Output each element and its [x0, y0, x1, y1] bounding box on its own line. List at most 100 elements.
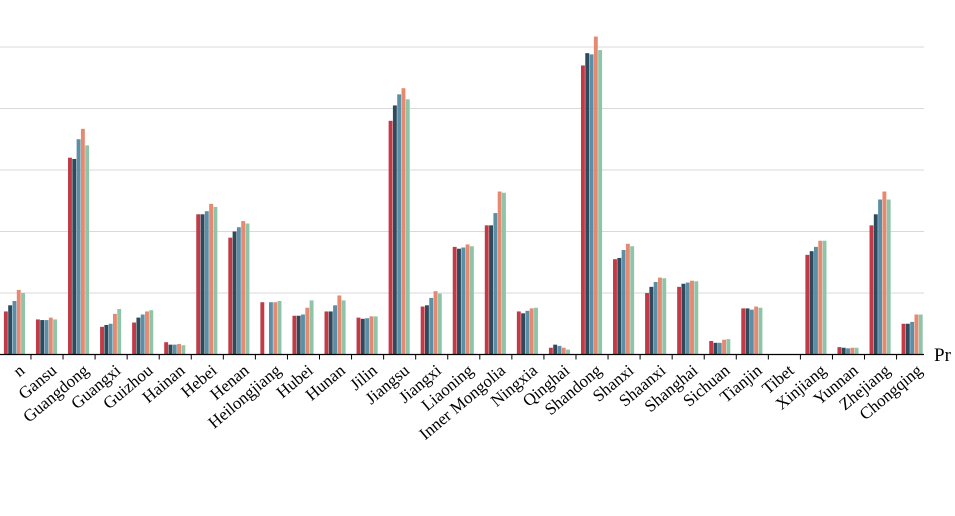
- bar: [204, 211, 209, 355]
- bar: [649, 286, 654, 355]
- bar: [589, 54, 594, 355]
- bar: [625, 243, 630, 355]
- bar: [236, 227, 241, 355]
- bar: [918, 314, 923, 355]
- bar: [521, 313, 526, 355]
- bar: [645, 293, 649, 355]
- bar: [685, 282, 690, 355]
- bar: [593, 36, 598, 355]
- bar: [580, 65, 585, 355]
- bar: [3, 311, 8, 355]
- bar: [420, 306, 425, 355]
- bar: [717, 342, 722, 355]
- bar: [333, 305, 337, 355]
- bar: [369, 316, 374, 355]
- bar: [104, 324, 109, 355]
- bar: [566, 349, 571, 355]
- bar: [561, 347, 566, 355]
- bar: [296, 315, 301, 355]
- bar: [745, 308, 750, 355]
- bar: [461, 247, 466, 355]
- bar: [172, 344, 177, 355]
- bar: [854, 347, 859, 355]
- bar: [8, 305, 13, 355]
- bar: [85, 145, 90, 355]
- bar: [677, 286, 682, 355]
- bar: [914, 314, 919, 355]
- bar: [213, 206, 218, 355]
- bar: [484, 225, 489, 355]
- bar: [292, 315, 297, 355]
- bar: [16, 289, 21, 355]
- bar: [337, 295, 342, 355]
- bar: [758, 307, 763, 355]
- bar: [100, 326, 104, 355]
- bar: [846, 348, 850, 355]
- bar: [149, 310, 154, 355]
- bar: [76, 139, 81, 355]
- bar: [35, 319, 40, 355]
- bar: [529, 308, 534, 355]
- x-axis-label: Pr: [934, 345, 952, 366]
- bar: [850, 347, 855, 355]
- bar: [837, 347, 842, 355]
- bar: [493, 213, 498, 355]
- bar: [21, 293, 25, 355]
- bar: [405, 99, 410, 355]
- bar: [598, 50, 603, 355]
- bar: [145, 311, 149, 355]
- bar: [557, 345, 562, 355]
- bar: [709, 340, 714, 355]
- bar: [245, 223, 250, 355]
- bar: [228, 237, 233, 355]
- bar: [613, 259, 617, 355]
- bar: [497, 191, 502, 355]
- bar: [873, 214, 878, 355]
- bar: [749, 309, 754, 355]
- bar: [617, 257, 622, 355]
- bar: [452, 246, 457, 355]
- bar: [658, 277, 662, 355]
- x-ticks: [30, 354, 898, 360]
- bar: [726, 339, 731, 355]
- bar: [690, 280, 694, 355]
- bar: [722, 339, 727, 355]
- bar: [585, 53, 590, 355]
- bar: [209, 203, 214, 355]
- bar: [424, 305, 429, 355]
- bar: [117, 308, 122, 355]
- bar: [905, 323, 910, 355]
- bar: [433, 291, 438, 355]
- bar: [818, 240, 823, 355]
- bar: [548, 347, 553, 355]
- bar: [365, 318, 370, 355]
- bar: [465, 244, 470, 355]
- bar: [40, 320, 45, 355]
- bar: [469, 246, 474, 355]
- bar: [305, 307, 310, 355]
- bar: [140, 314, 145, 355]
- bar: [273, 302, 278, 355]
- bar: [713, 342, 718, 355]
- bar: [822, 240, 827, 355]
- bar: [392, 105, 397, 355]
- bar: [397, 94, 402, 355]
- bar: [356, 317, 361, 355]
- bar: [814, 246, 818, 355]
- bar: [457, 248, 461, 355]
- bar: [886, 199, 891, 355]
- bar: [48, 317, 53, 355]
- gridlines: [0, 46, 924, 294]
- bar: [108, 323, 113, 355]
- bar: [328, 311, 333, 355]
- bar: [268, 302, 273, 355]
- bar: [805, 254, 810, 355]
- bar: [260, 302, 265, 355]
- bar: [196, 214, 201, 355]
- bar: [177, 344, 181, 355]
- bar: [502, 192, 506, 355]
- bar: [525, 310, 530, 355]
- bar: [878, 199, 883, 355]
- bar: [534, 307, 538, 355]
